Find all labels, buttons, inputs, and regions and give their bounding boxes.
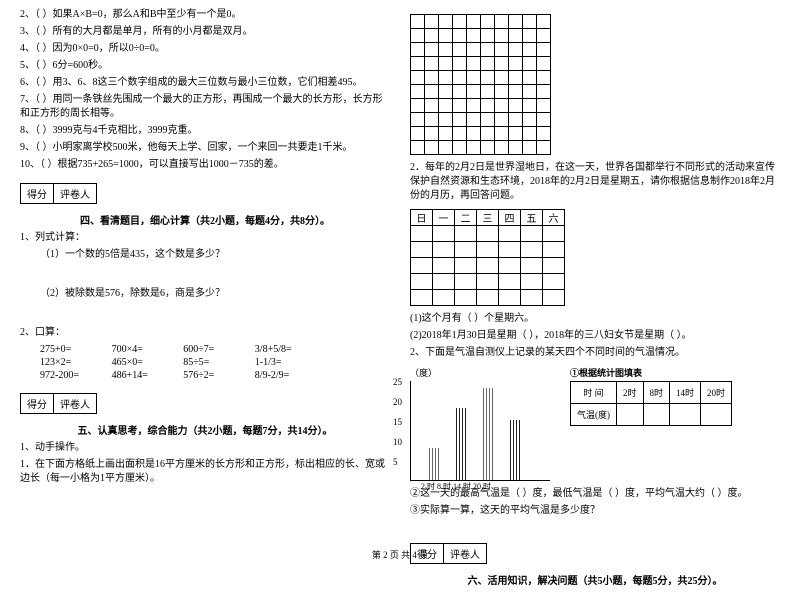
q2-head: 2、口算：: [20, 326, 390, 340]
grid-square: [410, 14, 780, 155]
y-tick: 10: [393, 437, 402, 447]
oral-item: [326, 370, 390, 381]
q1-2: （2）被除数是576，除数是6，商是多少？: [20, 287, 390, 301]
oral-item: 576÷2=: [183, 370, 247, 381]
q5-1: 1、动手操作。: [20, 441, 390, 455]
oral-item: 1-1/3=: [255, 357, 319, 368]
temp-cell: [670, 404, 701, 426]
grader-label: 评卷人: [54, 183, 97, 204]
q-chart-3: ③实际算一算，这天的平均气温是多少度？: [410, 504, 780, 518]
weekday-cell: 六: [543, 210, 565, 226]
y-tick: 15: [393, 417, 402, 427]
chart-bar: [429, 448, 439, 480]
chart-table-side: ①根据统计图填表 时 间2时8时14时20时气温(度): [570, 366, 732, 426]
section-5-title: 五、认真思考，综合能力（共2小题，每题7分，共14分）。: [20, 422, 390, 437]
weekday-cell: 一: [433, 210, 455, 226]
q1-1: （1）一个数的5倍是435，这个数是多少？: [20, 248, 390, 262]
oral-item: 3/8+5/8=: [255, 344, 319, 355]
page-footer: 第 2 页 共 4 页: [0, 548, 800, 561]
q1-head: 1、列式计算：: [20, 231, 390, 245]
left-column: 2、（ ）如果A×B=0，那么A和B中至少有一个是0。 3、（ ）所有的大月都是单…: [20, 8, 390, 591]
y-tick: 20: [393, 397, 402, 407]
weekday-cell: 五: [521, 210, 543, 226]
weekday-cell: 三: [477, 210, 499, 226]
chart-bar: [483, 388, 493, 480]
tf-item: 5、（ ）6分=600秒。: [20, 59, 390, 73]
temp-header: 8时: [643, 382, 670, 404]
bar-chart: （度） 252015105 2 时 8 时 14 时 20 时: [410, 366, 550, 481]
q2-text: 2．每年的2月2日是世界湿地日，在这一天，世界各国都举行不同形式的活动来宣传保护…: [410, 161, 780, 203]
weekday-cell: 日: [411, 210, 433, 226]
tf-item: 6、（ ）用3、6、8这三个数字组成的最大三位数与最小三位数，它们相差495。: [20, 76, 390, 90]
score-label: 得分: [20, 393, 54, 414]
q2-2: (2)2018年1月30日是星期（ ），2018年的三八妇女节是星期（ ）。: [410, 329, 780, 343]
y-tick: 5: [393, 457, 398, 467]
right-column: 2．每年的2月2日是世界湿地日，在这一天，世界各国都举行不同形式的活动来宣传保护…: [410, 8, 780, 591]
q5-1-1: 1．在下面方格纸上画出面积是16平方厘米的长方形和正方形，标出相应的长、宽或边长…: [20, 458, 390, 486]
oral-grid: 275+0= 700×4= 600÷7= 3/8+5/8= 123×2= 465×0= 85…: [20, 344, 390, 381]
y-tick: 25: [393, 377, 402, 387]
oral-item: 700×4=: [112, 344, 176, 355]
oral-item: [326, 344, 390, 355]
chart-bar: [456, 408, 466, 480]
oral-item: 8/9-2/9=: [255, 370, 319, 381]
tf-item: 7、（ ）用同一条铁丝先围成一个最大的正方形，再围成一个最大的长方形，长方形和正…: [20, 93, 390, 121]
tf-item: 3、（ ）所有的大月都是单月，所有的小月都是双月。: [20, 25, 390, 39]
score-label: 得分: [20, 183, 54, 204]
chart-ylabel: （度）: [410, 366, 550, 379]
temp-header: 时 间: [571, 382, 617, 404]
oral-item: 486+14=: [112, 370, 176, 381]
oral-item: 600÷7=: [183, 344, 247, 355]
tf-item: 10、（ ）根据735+265=1000，可以直接写出1000－735的差。: [20, 158, 390, 172]
tf-item: 4、（ ）因为0×0=0，所以0÷0=0。: [20, 42, 390, 56]
temp-cell: [643, 404, 670, 426]
weekday-cell: 二: [455, 210, 477, 226]
tf-item: 2、（ ）如果A×B=0，那么A和B中至少有一个是0。: [20, 8, 390, 22]
chart-title-right: ①根据统计图填表: [570, 366, 732, 379]
oral-item: 465×0=: [112, 357, 176, 368]
oral-item: [326, 357, 390, 368]
temp-cell: [701, 404, 732, 426]
section-4-title: 四、看清题目，细心计算（共2小题，每题4分，共8分）。: [20, 212, 390, 227]
score-box-4: 得分 评卷人: [20, 183, 97, 204]
x-axis-labels: 2 时 8 时 14 时 20 时: [421, 481, 491, 492]
oral-item: 85÷5=: [183, 357, 247, 368]
temp-row-label: 气温(度): [571, 404, 617, 426]
temp-header: 2时: [617, 382, 644, 404]
section-6-title: 六、活用知识，解决问题（共5小题，每题5分，共25分）。: [410, 572, 780, 587]
oral-item: 123×2=: [40, 357, 104, 368]
temp-header: 20时: [701, 382, 732, 404]
weekday-cell: 四: [499, 210, 521, 226]
q2-1: (1)这个月有（ ）个星期六。: [410, 312, 780, 326]
temp-table: 时 间2时8时14时20时气温(度): [570, 381, 732, 426]
oral-item: 972-200=: [40, 370, 104, 381]
chart-bar: [510, 420, 520, 480]
q-chart: 2、下面是气温自测仪上记录的某天四个不同时间的气温情况。: [410, 346, 780, 360]
oral-item: 275+0=: [40, 344, 104, 355]
tf-item: 8、（ ）3999克与4千克相比，3999克重。: [20, 124, 390, 138]
score-box-5: 得分 评卷人: [20, 393, 97, 414]
temp-cell: [617, 404, 644, 426]
calendar-grid: 日一二三四五六: [410, 209, 780, 306]
grader-label: 评卷人: [54, 393, 97, 414]
temp-header: 14时: [670, 382, 701, 404]
tf-item: 9、（ ）小明家离学校500米，他每天上学、回家，一个来回一共要走1千米。: [20, 141, 390, 155]
